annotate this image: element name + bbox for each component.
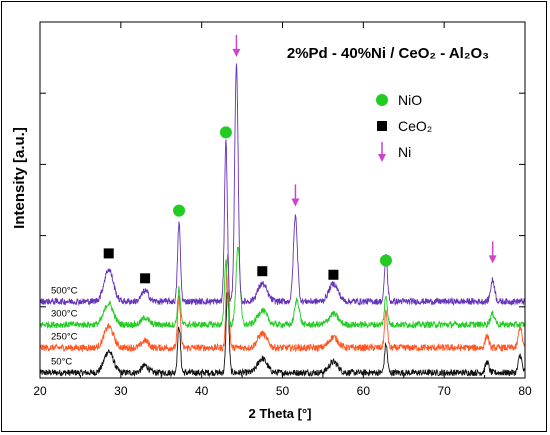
- legend-ceo2-symbol: [377, 121, 387, 131]
- series-label: 300°C: [51, 309, 78, 320]
- legend-label: CeO₂: [398, 118, 432, 134]
- ni-arrow-marker: [488, 255, 497, 264]
- ceo2-marker: [140, 273, 151, 284]
- x-tick-label: 20: [33, 384, 47, 398]
- legend-label: NiO: [398, 92, 422, 108]
- ceo2-marker: [103, 248, 114, 259]
- series-line: [39, 246, 526, 329]
- legend-ni-symbol: [378, 154, 386, 162]
- x-tick-label: 40: [195, 384, 209, 398]
- ceo2-marker: [257, 266, 268, 277]
- x-tick-label: 70: [437, 384, 451, 398]
- series-label: 250°C: [51, 332, 78, 343]
- x-tick-label: 80: [518, 384, 532, 398]
- series-line: [39, 63, 526, 307]
- chart-title: 2%Pd - 40%Ni / CeO₂ - Al₂O₃: [287, 45, 489, 62]
- x-tick-label: 50: [276, 384, 290, 398]
- ni-arrow-marker: [291, 198, 300, 207]
- series-line: [39, 253, 526, 353]
- series-label: 500°C: [51, 285, 78, 296]
- nio-marker: [379, 254, 392, 267]
- nio-marker: [173, 204, 186, 217]
- x-tick-label: 60: [357, 384, 371, 398]
- nio-marker: [219, 126, 232, 139]
- legend-label: Ni: [398, 144, 411, 160]
- y-axis-label: Intensity [a.u.]: [11, 127, 28, 229]
- x-tick-label: 30: [114, 384, 128, 398]
- x-axis-label: 2 Theta [°]: [249, 406, 312, 421]
- legend-nio-symbol: [376, 94, 388, 106]
- ceo2-marker: [328, 269, 339, 280]
- ni-arrow-marker: [232, 48, 241, 57]
- series-label: 50°C: [51, 357, 72, 368]
